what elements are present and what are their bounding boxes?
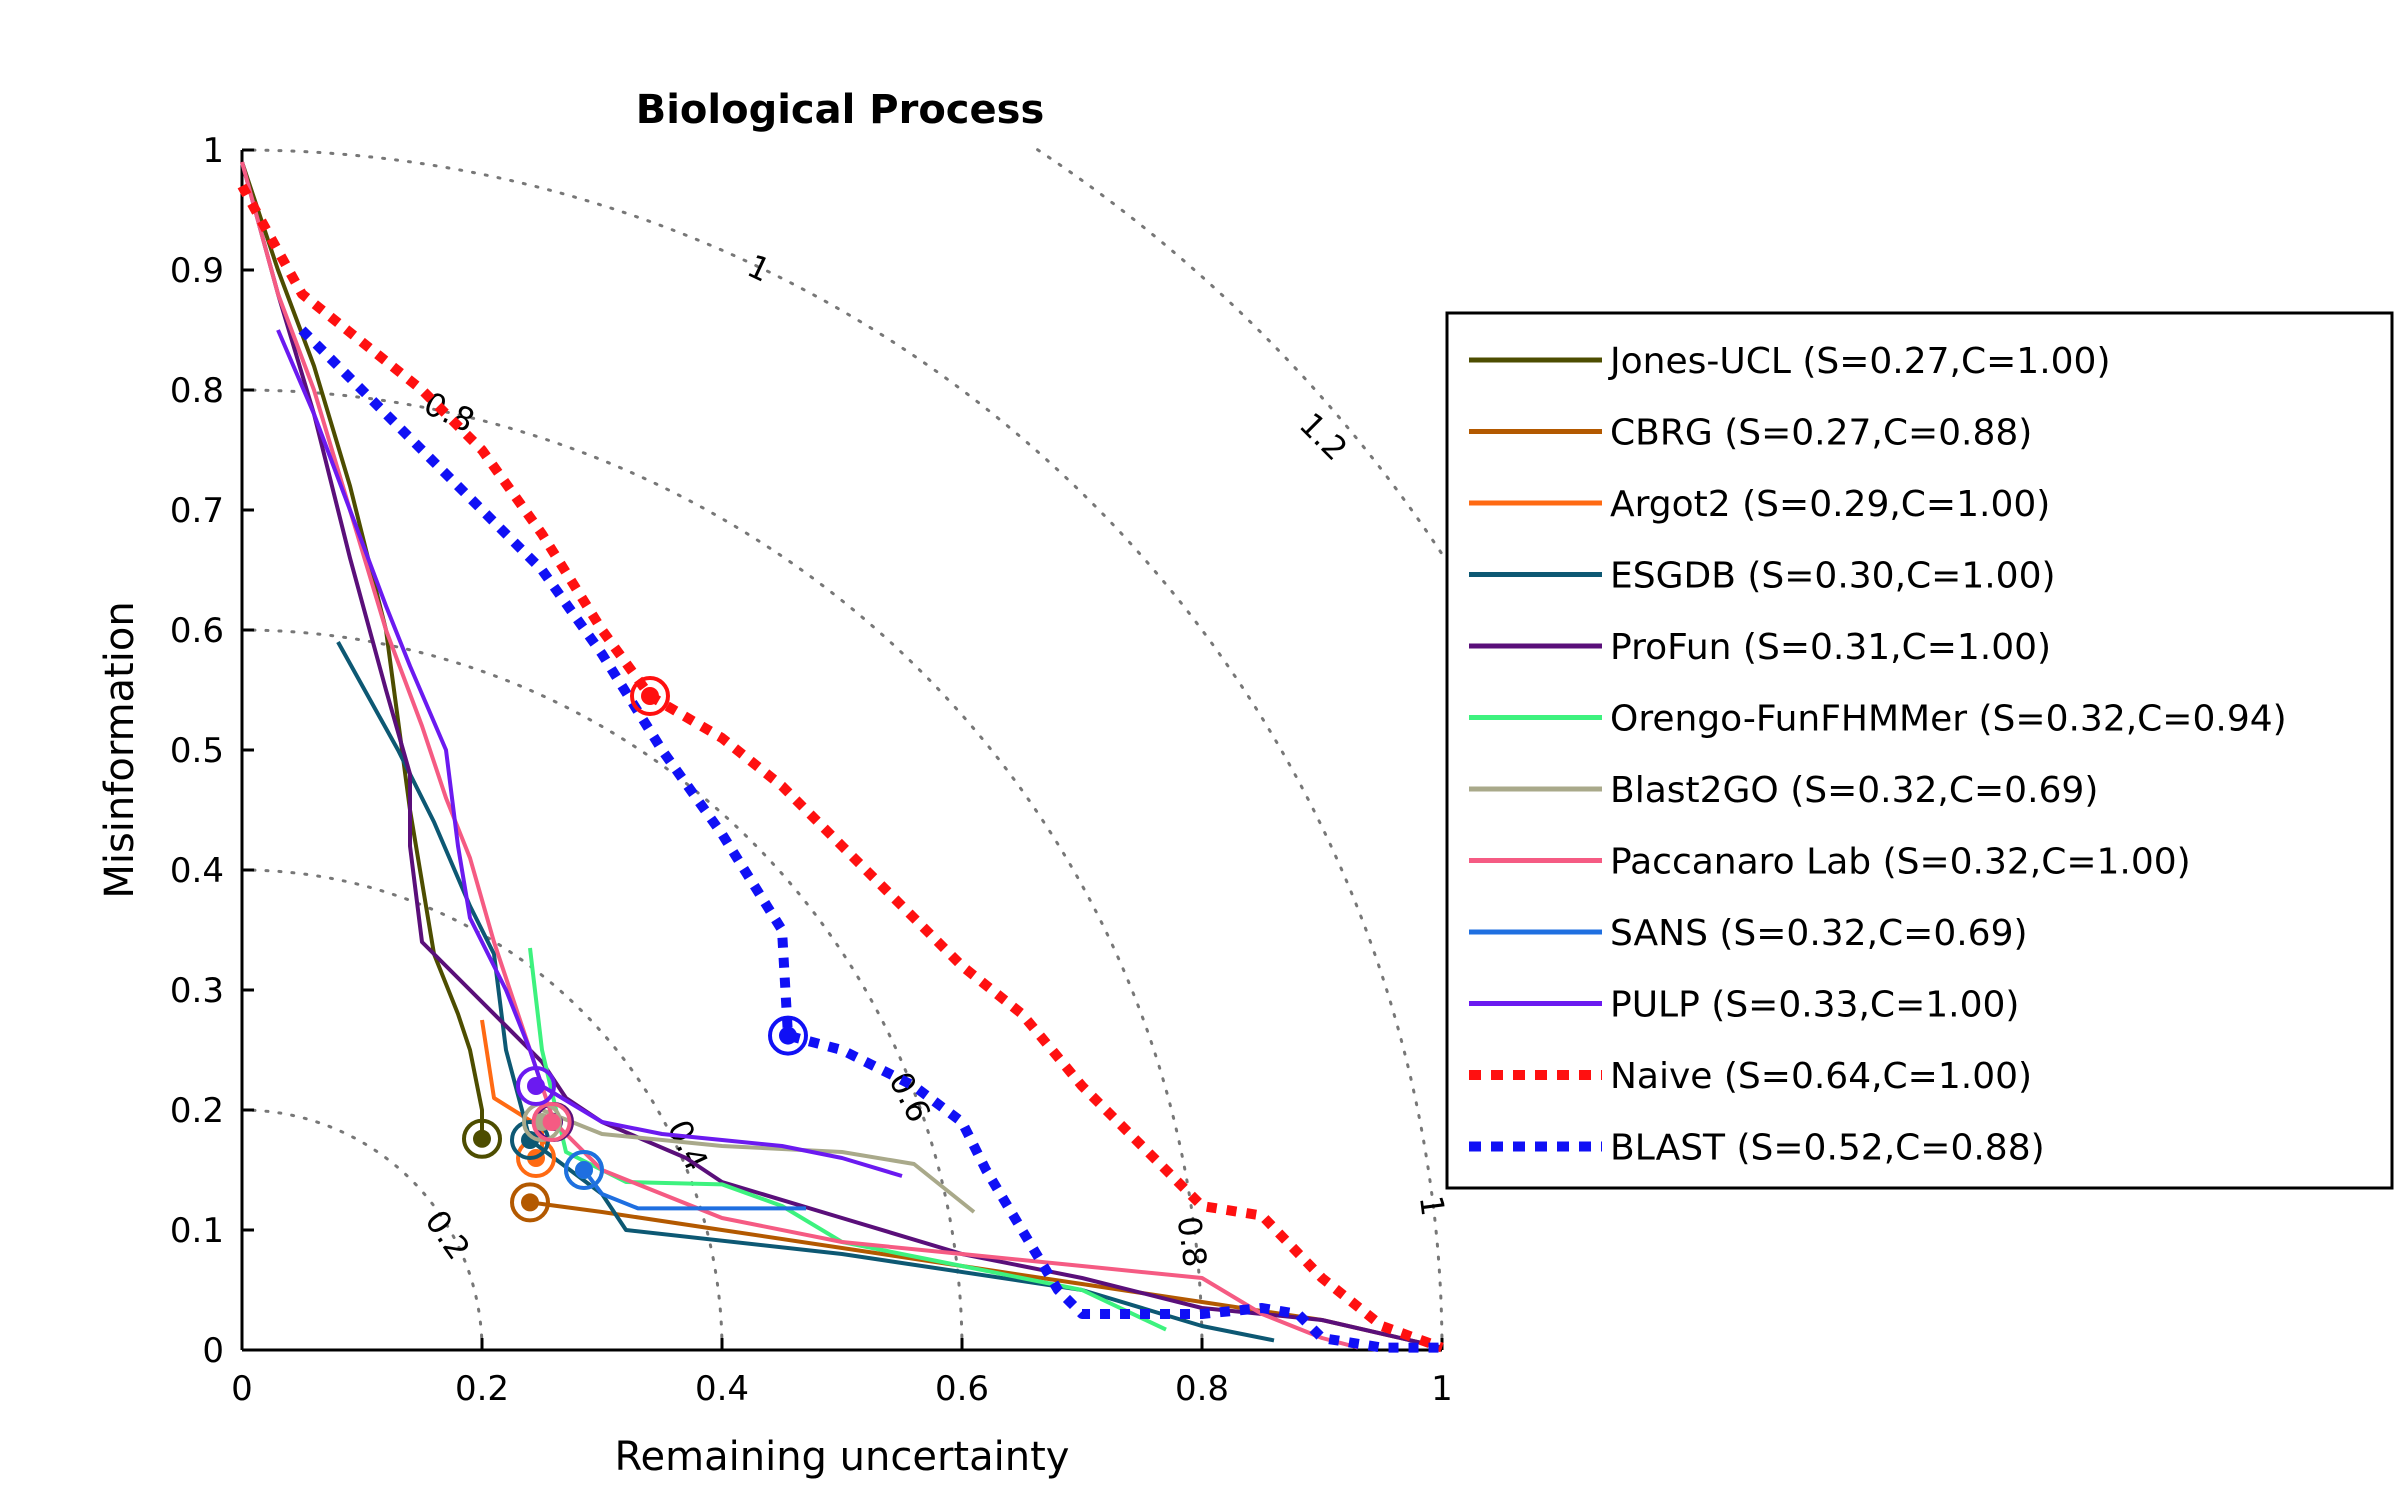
iso-curve-label: 1.2: [1292, 405, 1355, 468]
x-tick-label: 0.8: [1175, 1369, 1229, 1409]
series-marker-ring: [564, 1150, 604, 1190]
legend-entry: ESGDB (S=0.30,C=1.00): [1610, 556, 2056, 597]
legend-entry: PULP (S=0.33,C=1.00): [1610, 985, 2019, 1026]
y-tick-label: 0.1: [170, 1211, 224, 1251]
series-marker-dot: [521, 1193, 539, 1212]
iso-curve: [242, 148, 1444, 1350]
series-marker-ring: [516, 1066, 556, 1106]
series: [237, 161, 1444, 1353]
series-line: [240, 161, 1359, 1350]
x-tick-label: 0.4: [695, 1369, 749, 1409]
legend: Jones-UCL (S=0.27,C=1.00) CBRG (S=0.27,C=…: [1445, 311, 2394, 1190]
series-marker-dot: [641, 687, 659, 705]
legend-entry: CBRG (S=0.27,C=0.88): [1610, 413, 2032, 454]
iso-curve: [242, 868, 724, 1350]
series-marker-ring: [531, 1102, 572, 1142]
legend-entry: Blast2GO (S=0.32,C=0.69): [1610, 770, 2098, 811]
series-marker-dot: [473, 1129, 491, 1148]
y-tick-label: 0.9: [170, 251, 224, 291]
series-marker-dot: [521, 1131, 539, 1149]
axes: 0 0.2 0.4 0.6 0.8 1 0 0.1 0.2 0.3 0.4 0.5 0.6 0.7 0.8 0…: [170, 131, 1453, 1409]
iso-curve: [1032, 148, 1444, 560]
series-marker-dot: [779, 1026, 797, 1045]
y-tick-label: 0.8: [170, 371, 224, 411]
series-marker-ring: [768, 1015, 808, 1056]
legend-entry: Argot2 (S=0.29,C=1.00): [1610, 484, 2050, 525]
series-line: [240, 161, 1443, 1350]
legend-entry: ProFun (S=0.31,C=1.00): [1610, 627, 2051, 668]
x-tick-label: 0.6: [935, 1369, 989, 1409]
iso-curve-label: 1: [1412, 1193, 1452, 1218]
y-axis-label: Misinformation: [97, 601, 143, 898]
legend-entry: SANS (S=0.32,C=0.69): [1610, 913, 2028, 954]
series-line: [276, 329, 903, 1178]
series-line: [528, 947, 1167, 1332]
series-marker-ring: [630, 676, 670, 716]
legend-entry: BLAST (S=0.52,C=0.88): [1610, 1128, 2045, 1169]
y-tick-label: 0: [202, 1331, 224, 1371]
legend-box: [1445, 311, 2394, 1190]
iso-curve-label: 0.8: [1170, 1214, 1215, 1270]
series-line: [541, 1108, 976, 1214]
series-marker-dot: [542, 1113, 561, 1131]
y-tick-label: 0.2: [170, 1091, 224, 1131]
y-tick-label: 0.3: [170, 971, 224, 1011]
x-tick-label: 0.2: [455, 1369, 509, 1409]
iso-curve-label: 1: [742, 247, 777, 290]
legend-entry: Orengo-FunFHMMer (S=0.32,C=0.94): [1610, 699, 2287, 740]
x-tick-label: 1: [1431, 1369, 1453, 1409]
y-tick-label: 0.4: [170, 851, 224, 891]
series-marker-dot: [575, 1161, 593, 1179]
series-line: [237, 183, 1444, 1353]
y-tick-label: 0.5: [170, 731, 224, 771]
y-tick-label: 1: [202, 131, 224, 171]
series-marker-ring: [462, 1118, 502, 1159]
legend-entry: Paccanaro Lab (S=0.32,C=1.00): [1610, 842, 2191, 883]
iso-curve: [242, 1108, 484, 1350]
series-marker-dot: [527, 1077, 545, 1095]
series-line: [240, 161, 484, 1139]
iso-curve: [242, 388, 1204, 1350]
legend-entry: Jones-UCL (S=0.27,C=1.00): [1608, 341, 2111, 382]
x-tick-label: 0: [231, 1369, 253, 1409]
legend-entry: Naive (S=0.64,C=1.00): [1610, 1056, 2032, 1097]
chart-title: Biological Process: [636, 87, 1045, 133]
y-tick-label: 0.7: [170, 491, 224, 531]
x-axis-label: Remaining uncertainty: [615, 1434, 1070, 1480]
series-line: [298, 326, 1442, 1353]
series-line: [582, 1168, 806, 1211]
y-tick-label: 0.6: [170, 611, 224, 651]
series-marker-ring: [510, 1182, 550, 1223]
iso-curve-label: 0.2: [417, 1203, 477, 1266]
